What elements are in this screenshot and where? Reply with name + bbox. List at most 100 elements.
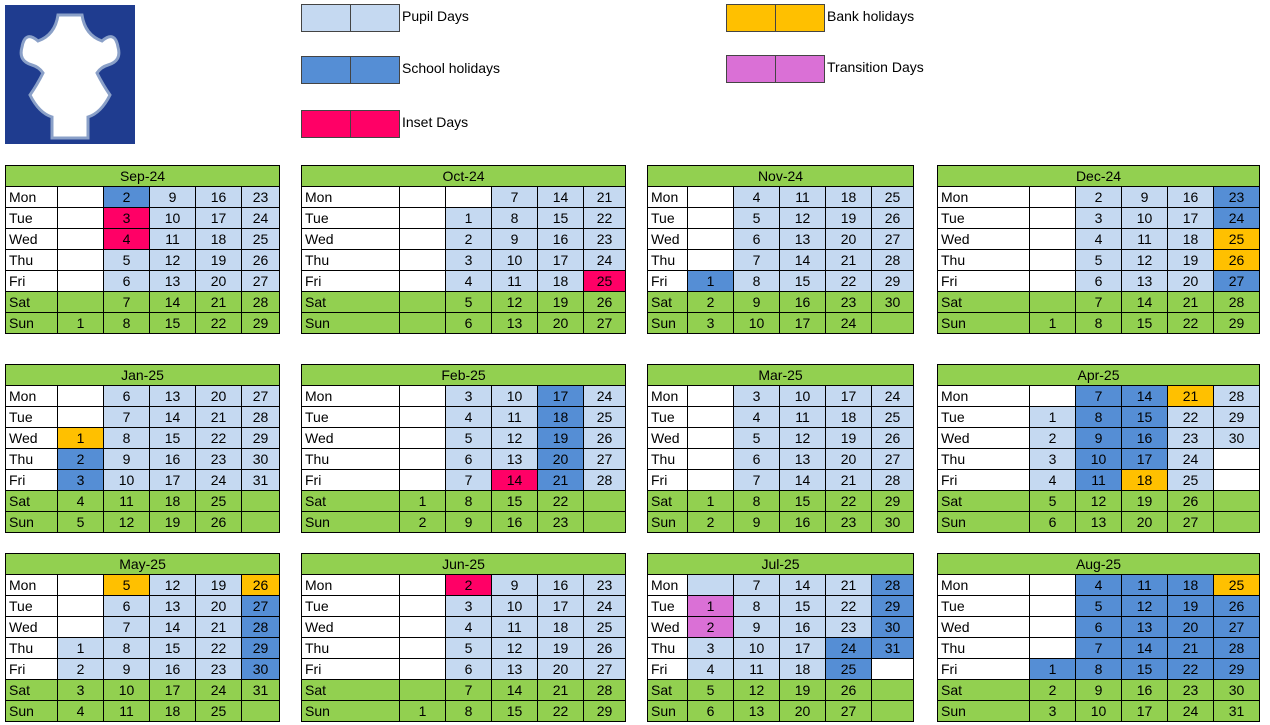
legend-swatch xyxy=(301,4,400,32)
day-label: Mon xyxy=(647,385,688,407)
date-cell: 21 xyxy=(195,291,242,313)
date-cell: 21 xyxy=(537,469,584,491)
month-jun-25: Jun-25Mon29162330Tue3101724Wed4111825Thu… xyxy=(300,553,627,722)
date-cell: 28 xyxy=(240,406,281,428)
date-cell: 17 xyxy=(1121,700,1168,722)
date-cell: 10 xyxy=(491,249,538,271)
date-cell: 28 xyxy=(1212,291,1261,313)
date-cell: 30 xyxy=(1212,679,1261,701)
date-cell: 23 xyxy=(537,511,584,533)
day-label: Fri xyxy=(937,469,1030,491)
day-label: Mon xyxy=(647,186,688,208)
date-cell: 26 xyxy=(582,291,627,313)
date-cell: 4 xyxy=(445,270,492,292)
date-cell: 8 xyxy=(103,312,150,334)
date-cell: 5 xyxy=(57,511,104,533)
week-row: Fri 6 13 20 27 xyxy=(5,270,281,292)
date-cell: 7 xyxy=(445,679,492,701)
day-label: Mon xyxy=(301,574,400,596)
week-row: Sat 5 12 19 26 xyxy=(937,490,1260,512)
week-row: Sat 2 9 16 23 30 xyxy=(937,679,1261,701)
date-cell: 4 xyxy=(445,616,492,638)
date-cell: 22 xyxy=(537,490,584,512)
week-row: Sat 7 14 21 28 xyxy=(5,291,281,313)
date-cell xyxy=(399,658,446,680)
date-cell: 3 xyxy=(733,385,780,407)
date-cell: 31 xyxy=(870,637,915,659)
day-label: Tue xyxy=(647,406,688,428)
week-row: Thu 3 10 17 24 xyxy=(937,448,1260,470)
date-cell: 15 xyxy=(1121,658,1168,680)
legend-label: Pupil Days xyxy=(402,8,469,24)
date-cell: 11 xyxy=(491,616,538,638)
day-label: Thu xyxy=(5,249,58,271)
date-cell xyxy=(57,385,104,407)
date-cell xyxy=(1029,249,1076,271)
week-row: Fri 7 14 21 28 xyxy=(647,469,915,491)
date-cell: 6 xyxy=(445,312,492,334)
date-cell: 18 xyxy=(779,658,826,680)
date-cell: 20 xyxy=(779,700,826,722)
date-cell: 2 xyxy=(1029,427,1076,449)
week-row: Thu 6 13 20 27 xyxy=(647,448,915,470)
day-label: Sun xyxy=(647,511,688,533)
week-row: Tue310172431 xyxy=(937,207,1261,229)
date-cell: 8 xyxy=(733,595,780,617)
legend-label: Transition Days xyxy=(827,59,924,75)
month-title: Nov-24 xyxy=(646,165,915,187)
date-cell: 31 xyxy=(240,469,281,491)
date-cell: 17 xyxy=(779,637,826,659)
week-row: Tue 4 11 18 25 xyxy=(647,406,915,428)
school-logo xyxy=(5,5,135,144)
date-cell: 9 xyxy=(445,511,492,533)
date-cell: 14 xyxy=(149,616,196,638)
week-row: Thu 6 13 20 27 xyxy=(301,448,627,470)
date-cell: 27 xyxy=(582,312,627,334)
week-row: Wed 4 11 18 25 xyxy=(937,228,1261,250)
day-label: Wed xyxy=(937,228,1030,250)
date-cell: 27 xyxy=(825,700,872,722)
day-label: Sun xyxy=(5,312,58,334)
date-cell: 18 xyxy=(149,490,196,512)
date-cell: 6 xyxy=(103,385,150,407)
date-cell: 27 xyxy=(1212,270,1261,292)
date-cell xyxy=(1029,574,1076,596)
date-cell: 23 xyxy=(582,228,627,250)
date-cell: 19 xyxy=(195,249,242,271)
day-label: Mon xyxy=(5,574,58,596)
date-cell: 2 xyxy=(445,228,492,250)
date-cell: 2 xyxy=(57,658,104,680)
day-label: Mon xyxy=(5,385,58,407)
day-label: Tue xyxy=(937,406,1030,428)
date-cell: 14 xyxy=(779,574,826,596)
date-cell xyxy=(687,469,734,491)
date-cell: 24 xyxy=(582,385,627,407)
date-cell: 17 xyxy=(1121,448,1168,470)
date-cell: 20 xyxy=(537,448,584,470)
date-cell: 28 xyxy=(1213,385,1260,407)
date-cell: 1 xyxy=(57,427,104,449)
month-aug-25: Aug-25 Mon 4 11 18 25 Tue 5 12 19 26 Wed 6 13 20 27 Thu 7… xyxy=(936,553,1261,722)
week-row: Sat 4 11 18 25 xyxy=(5,490,281,512)
date-cell: 26 xyxy=(825,679,872,701)
date-cell: 9 xyxy=(491,228,538,250)
date-cell: 15 xyxy=(779,490,826,512)
date-cell: 7 xyxy=(445,469,492,491)
week-row: Sun 4 11 18 25 xyxy=(5,700,281,722)
date-cell xyxy=(57,228,104,250)
date-cell: 21 xyxy=(825,574,872,596)
date-cell: 5 xyxy=(733,427,780,449)
date-cell: 31 xyxy=(240,679,281,701)
date-cell: 14 xyxy=(491,679,538,701)
date-cell: 9 xyxy=(733,291,780,313)
date-cell: 9 xyxy=(733,511,780,533)
week-row: Sat 2 9 16 23 30 xyxy=(647,291,915,313)
day-label: Wed xyxy=(301,616,400,638)
date-cell: 6 xyxy=(445,658,492,680)
date-cell xyxy=(582,490,627,512)
date-cell xyxy=(1213,511,1260,533)
